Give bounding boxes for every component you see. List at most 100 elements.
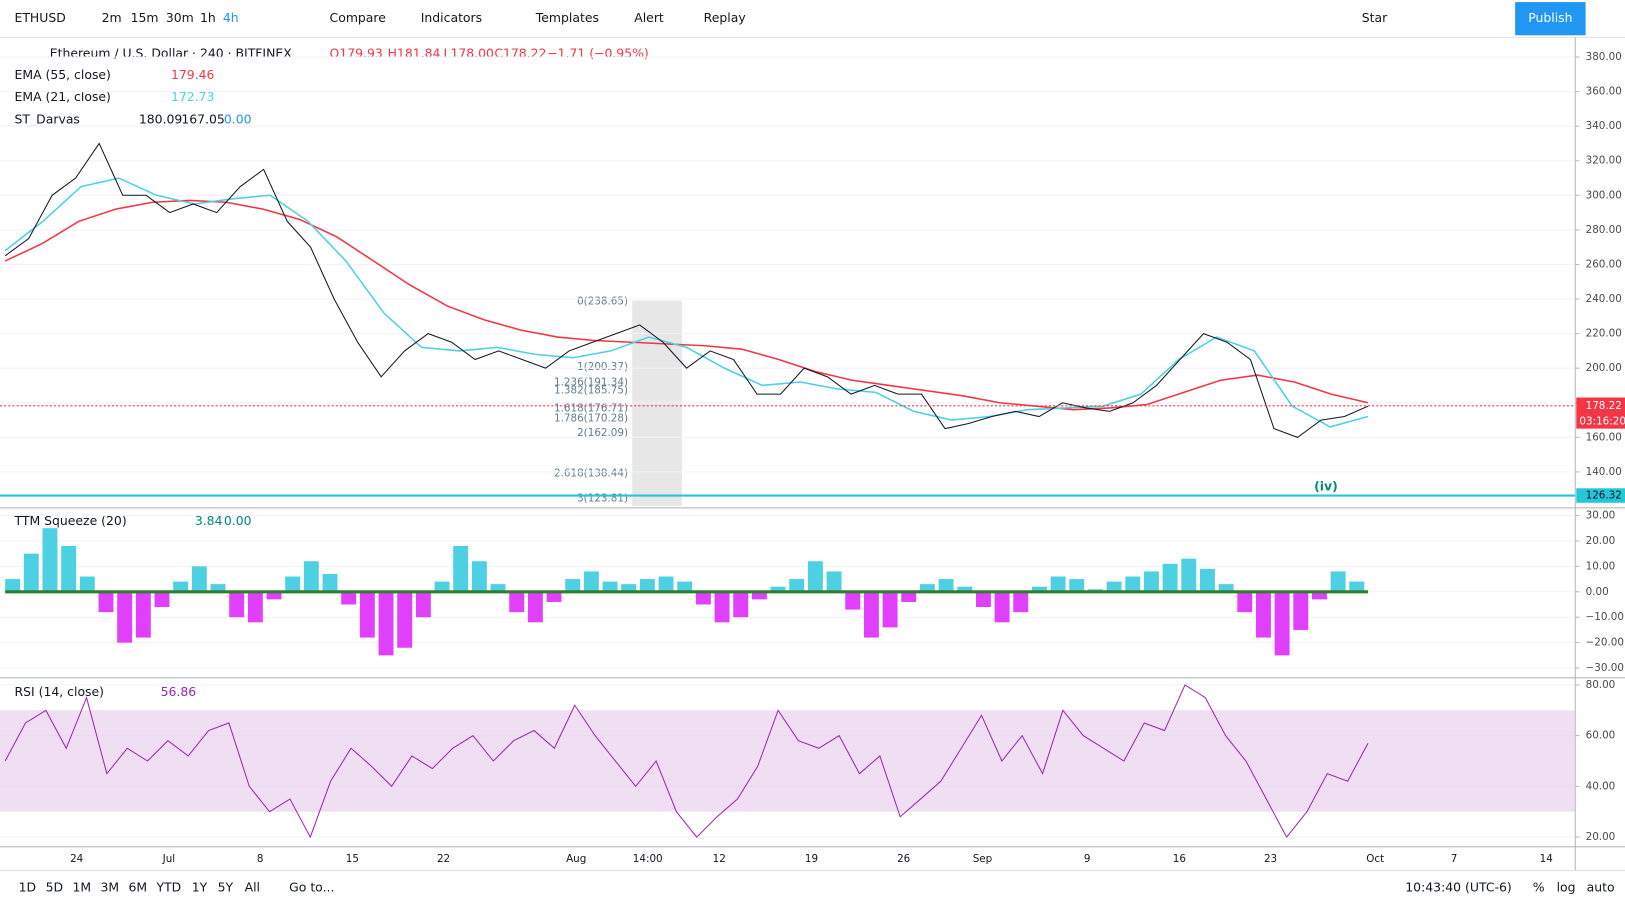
log[interactable]: log — [1557, 880, 1576, 895]
histogram-bar — [901, 591, 917, 602]
interval[interactable]: 30m — [166, 10, 194, 25]
star[interactable]: Star — [1362, 10, 1388, 25]
histogram-bar — [266, 591, 282, 600]
fib-label: 1(200.37) — [577, 361, 628, 373]
histogram-bar — [1050, 576, 1066, 592]
range-button[interactable]: All — [245, 880, 260, 895]
histogram-bar — [5, 579, 21, 592]
histogram-bar — [677, 581, 693, 592]
histogram-bar — [1349, 581, 1365, 592]
interval[interactable]: 1h — [200, 10, 216, 25]
histogram-bar — [695, 591, 711, 605]
y-tick-label: 20.00 — [1586, 831, 1616, 843]
legend-title: Ethereum / U.S. Dollar · 240 · BITFINEX — [50, 45, 292, 60]
ema21-value: 172.73 — [171, 89, 214, 104]
wave-label: (iv) — [1314, 479, 1338, 494]
x-tick-label: 9 — [1084, 853, 1091, 865]
x-tick-label: Aug — [566, 853, 586, 865]
histogram-bar — [247, 591, 263, 623]
histogram-bar — [994, 591, 1010, 623]
histogram-bar — [154, 591, 170, 608]
legend-open: O179.93 — [330, 45, 383, 60]
x-tick-label: 8 — [257, 853, 264, 865]
y-tick-label: 260.00 — [1586, 258, 1622, 270]
auto[interactable]: auto — [1587, 880, 1615, 895]
histogram-bar — [770, 586, 786, 592]
histogram-bar — [42, 528, 58, 592]
fib-label: 1.382(185.75) — [554, 385, 628, 397]
legend-high: H181.84 — [388, 45, 441, 60]
histogram-bar — [397, 591, 413, 648]
histogram-bar — [919, 584, 935, 592]
x-tick-label: Jul — [162, 853, 175, 865]
histogram-bar — [1218, 584, 1234, 592]
histogram-bar — [98, 591, 114, 613]
publish-button[interactable] — [1515, 2, 1586, 36]
publish[interactable]: Publish — [1528, 10, 1572, 25]
ema21-label: EMA (21, close) — [15, 89, 111, 104]
histogram-bar — [173, 581, 189, 592]
histogram-bar — [714, 591, 730, 623]
x-tick-label: Oct — [1366, 853, 1384, 865]
y-tick-label: 340.00 — [1586, 120, 1622, 132]
interval[interactable]: 15m — [131, 10, 159, 25]
histogram-bar — [658, 576, 674, 592]
range-button[interactable]: 5D — [46, 880, 63, 895]
histogram-bar — [527, 591, 543, 623]
histogram-bar — [1143, 571, 1159, 592]
histogram-bar — [490, 584, 506, 592]
range-button[interactable]: 6M — [129, 880, 148, 895]
fib-label: 0(238.65) — [577, 296, 628, 308]
x-tick-label: 16 — [1173, 853, 1186, 865]
histogram-bar — [789, 579, 805, 592]
x-tick-label: 12 — [713, 853, 726, 865]
goto[interactable]: Go to... — [289, 880, 334, 895]
histogram-bar — [583, 571, 599, 592]
y-tick-label: 160.00 — [1586, 431, 1622, 443]
y-tick-label: −10.00 — [1586, 611, 1624, 623]
rsi-band — [0, 710, 1576, 812]
templates[interactable]: Templates — [535, 10, 599, 25]
range-button[interactable]: 3M — [101, 880, 120, 895]
range-button[interactable]: 1D — [19, 880, 36, 895]
compare[interactable]: Compare — [330, 10, 386, 25]
histogram-bar — [882, 591, 898, 628]
histogram-bar — [1125, 576, 1141, 592]
fib-label: 1.786(170.28) — [554, 413, 628, 425]
histogram-bar — [322, 573, 338, 592]
histogram-bar — [845, 591, 861, 610]
histogram-bar — [415, 591, 431, 618]
x-tick-label: 22 — [437, 853, 450, 865]
percent[interactable]: % — [1533, 880, 1545, 895]
indicators[interactable]: Indicators — [421, 10, 482, 25]
line-series — [4, 684, 1369, 839]
interval[interactable]: 2m — [102, 10, 122, 25]
replay[interactable]: Replay — [704, 10, 746, 25]
y-tick-label: 0.00 — [1586, 586, 1609, 598]
histogram-bar — [117, 591, 133, 643]
histogram-bar — [751, 591, 767, 600]
symbol[interactable]: ETHUSD — [15, 10, 66, 25]
range-button[interactable]: YTD — [155, 880, 181, 895]
y-tick-label: −30.00 — [1586, 662, 1624, 674]
fib-label: 1.236(191.34) — [554, 376, 628, 388]
y-tick-label: 140.00 — [1586, 466, 1622, 478]
x-tick-label: 14:00 — [633, 853, 663, 865]
x-tick-label: 26 — [897, 853, 910, 865]
range-button[interactable]: 1Y — [192, 880, 208, 895]
interval[interactable]: 4h — [223, 10, 239, 25]
histogram-bar — [807, 561, 823, 592]
y-tick-label: 360.00 — [1586, 86, 1622, 98]
range-button[interactable]: 1M — [73, 880, 92, 895]
histogram-bar — [1274, 591, 1290, 656]
fib-label: 2.618(138.44) — [554, 468, 628, 480]
range-button[interactable]: 5Y — [218, 880, 234, 895]
histogram-bar — [341, 591, 357, 605]
histogram-bar — [1013, 591, 1029, 613]
histogram-bar — [863, 591, 879, 638]
y-tick-label: 380.00 — [1586, 51, 1622, 63]
last-price: 178.22 — [1586, 400, 1622, 412]
alert[interactable]: Alert — [634, 10, 664, 25]
histogram-bar — [565, 579, 581, 592]
